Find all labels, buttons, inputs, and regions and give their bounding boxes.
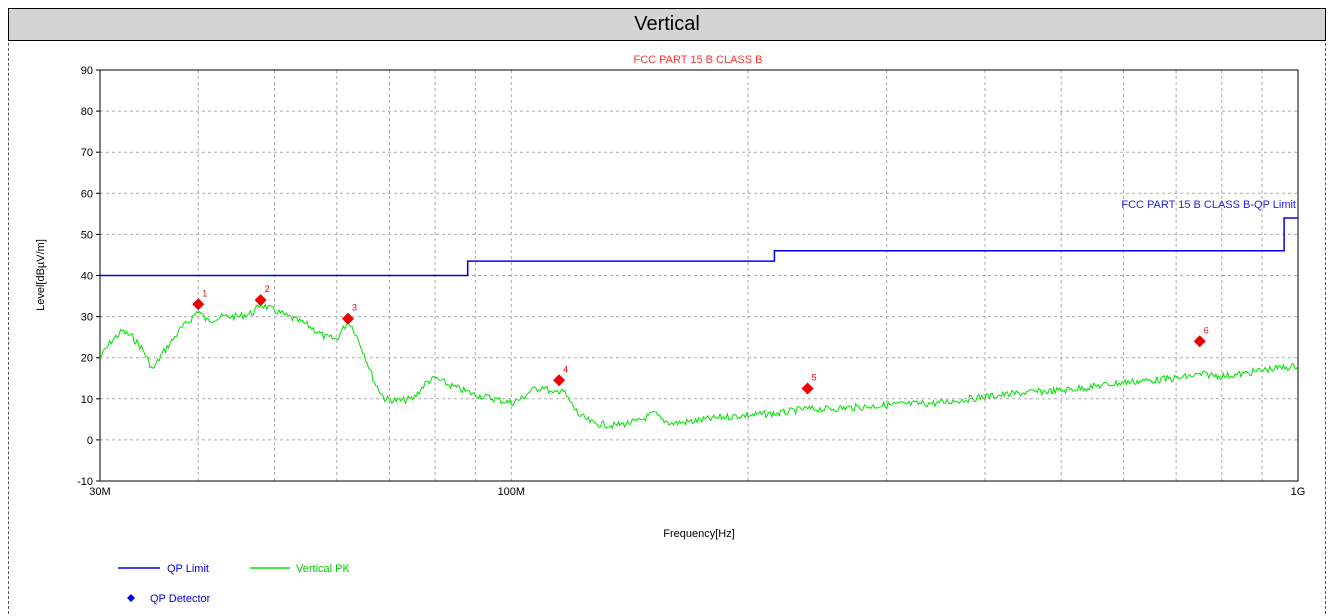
y-axis-ticks: -10 0 10 20 30 40 50 60 70 80 90 (77, 65, 100, 488)
legend-label-qp-detector: QP Detector (150, 593, 211, 605)
qp-marker-4 (553, 374, 566, 387)
x-tick-label: 30M (89, 486, 110, 498)
series-qp-limit (100, 217, 1298, 277)
qp-marker-6 (1193, 335, 1206, 348)
legend-label-vertical-pk: Vertical PK (296, 563, 350, 575)
legend-label-qp-limit: QP Limit (167, 563, 209, 575)
x-axis-label: Frequency[Hz] (663, 528, 735, 540)
qp-marker-3 (342, 312, 355, 325)
grid-lines (100, 70, 1298, 481)
qp-marker-label-5: 5 (812, 373, 817, 383)
qp-marker-label-2: 2 (265, 284, 270, 294)
report-frame (8, 8, 1326, 614)
x-tick-label: 1G (1291, 486, 1306, 498)
y-tick-label: 20 (81, 353, 93, 365)
marker-layer: 1 2 3 4 5 6 (192, 284, 1209, 395)
series-layer (99, 217, 1299, 430)
section-header: Vertical (8, 8, 1326, 41)
qp-marker-label-4: 4 (563, 364, 568, 374)
x-tick-label: 100M (498, 486, 526, 498)
chart-title: FCC PART 15 B CLASS B (634, 54, 763, 66)
y-tick-label: 60 (81, 188, 93, 200)
y-tick-label: -10 (77, 476, 93, 488)
legend: QP Limit Vertical PK QP Detector (118, 563, 350, 605)
qp-marker-label-6: 6 (1204, 325, 1209, 335)
qp-marker-1 (192, 298, 205, 311)
section-title: Vertical (634, 13, 700, 35)
y-tick-label: 10 (81, 394, 93, 406)
y-tick-label: 70 (81, 147, 93, 159)
y-tick-label: 50 (81, 229, 93, 241)
y-tick-label: 30 (81, 312, 93, 324)
y-tick-label: 80 (81, 106, 93, 118)
qp-marker-label-3: 3 (352, 303, 357, 313)
limit-line-label: FCC PART 15 B CLASS B-QP Limit (1121, 199, 1296, 211)
qp-marker-2 (254, 294, 267, 307)
qp-marker-5 (801, 382, 814, 395)
qp-marker-label-1: 1 (202, 288, 207, 298)
y-axis-label: Level[dBµV/m] (35, 239, 47, 311)
y-tick-label: 90 (81, 65, 93, 77)
series-vertical-pk (99, 302, 1299, 430)
y-tick-label: 0 (87, 435, 93, 447)
x-axis-ticks: 30M 100M 1G (89, 486, 1305, 498)
y-tick-label: 40 (81, 271, 93, 283)
legend-swatch-qp-detector (127, 594, 135, 602)
